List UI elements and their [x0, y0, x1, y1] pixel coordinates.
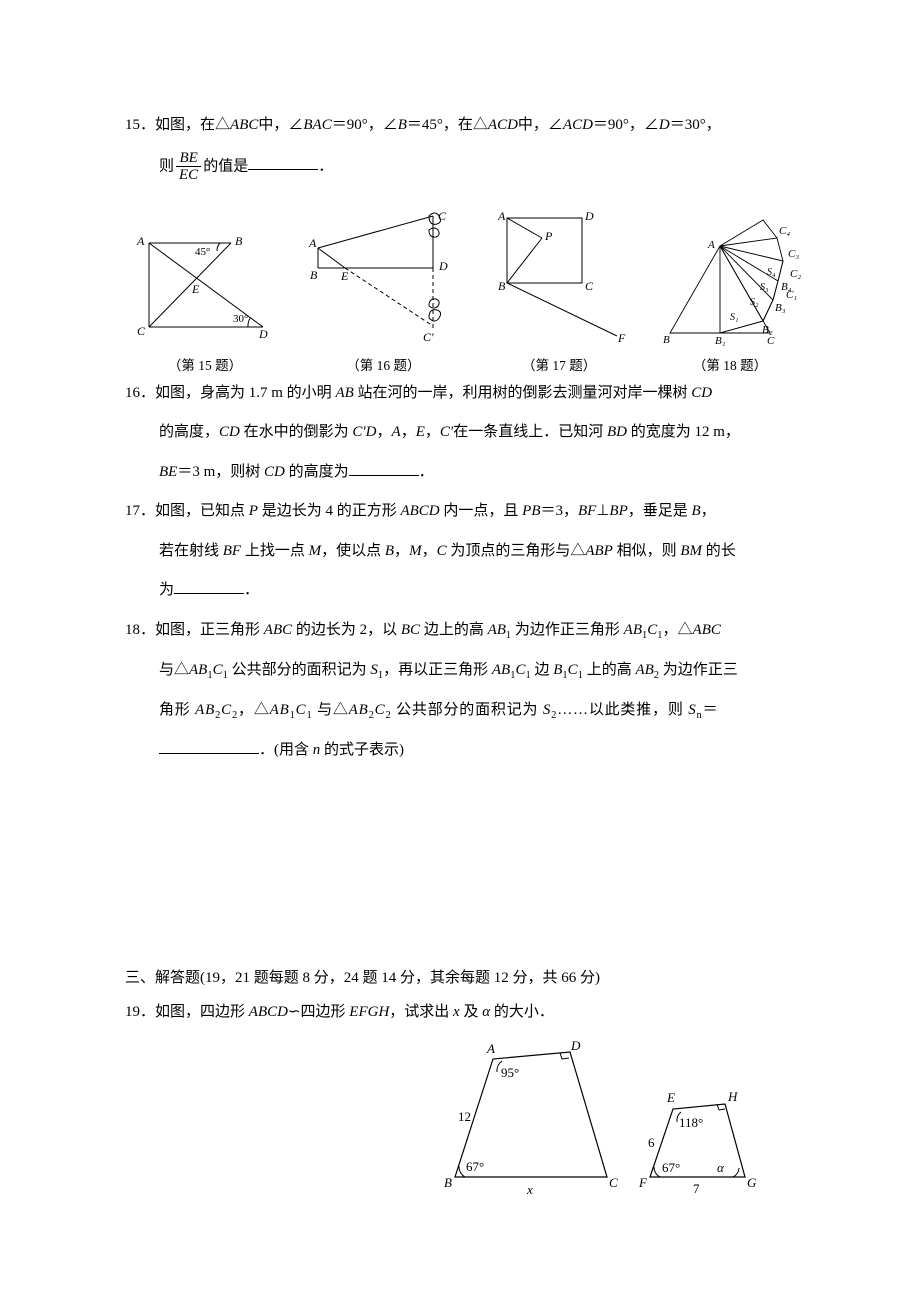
q17-l3: 为． [125, 575, 805, 607]
svg-text:C₂: C₂ [790, 268, 801, 280]
fig18: A B C B₁ B₂ B₃ B₄ C₁ C₂ C₃ C₄ S₁ S₂ S₃ S… [655, 198, 805, 374]
section-3-head: 三、解答题(19，21 题每题 8 分，24 题 14 分，其余每题 12 分，… [125, 966, 805, 987]
svg-text:67°: 67° [662, 1160, 680, 1175]
svg-text:C₃: C₃ [788, 248, 799, 260]
q18-l4: ．(用含 n 的式子表示) [125, 735, 805, 767]
fig17-cap: （第 17 题） [522, 354, 596, 374]
fig18-cap: （第 18 题） [693, 354, 767, 374]
svg-text:S₃: S₃ [760, 282, 769, 293]
svg-text:B₂: B₂ [762, 324, 773, 336]
fig16-svg: A B C D E C′ [303, 208, 463, 348]
svg-text:C₄: C₄ [779, 225, 790, 237]
svg-text:6: 6 [648, 1135, 655, 1150]
svg-text:D: D [570, 1039, 581, 1053]
q18-l2: 与△AB1C1 公共部分的面积记为 S1，再以正三角形 AB1C1 边 B1C1… [125, 655, 805, 687]
q16-blank [349, 460, 419, 476]
svg-text:C: C [438, 209, 447, 223]
svg-text:D: D [258, 327, 268, 341]
svg-text:C: C [137, 324, 146, 338]
q17-l2: 若在射线 BF 上找一点 M，使以点 B，M，C 为顶点的三角形与△ABP 相似… [125, 536, 805, 568]
q19-figure: A B C D 95° 67° 12 x E [435, 1039, 805, 1199]
q18-blank [159, 738, 259, 754]
q18-num: 18． [125, 622, 155, 638]
q16-num: 16． [125, 385, 155, 401]
figure-row: A B C D E 45° 30° （第 15 题） [135, 198, 805, 374]
svg-text:45°: 45° [195, 246, 210, 258]
svg-text:B₃: B₃ [775, 302, 786, 314]
fig15-svg: A B C D E 45° 30° [135, 223, 275, 348]
q17: 17．如图，已知点 P 是边长为 4 的正方形 ABCD 内一点，且 PB＝3，… [125, 496, 805, 528]
svg-text:x: x [526, 1182, 533, 1197]
svg-text:E: E [191, 282, 200, 296]
q19-num: 19． [125, 1004, 155, 1020]
svg-text:S₄: S₄ [767, 267, 776, 278]
svg-text:F: F [617, 331, 626, 345]
fig15: A B C D E 45° 30° （第 15 题） [135, 223, 275, 374]
fig16-cap: （第 16 题） [346, 354, 420, 374]
q19: 19．如图，四边形 ABCD∽四边形 EFGH，试求出 x 及 α 的大小． [125, 997, 805, 1029]
q18: 18．如图，正三角形 ABC 的边长为 2，以 BC 边上的高 AB1 为边作正… [125, 615, 805, 647]
fig16: A B C D E C′ （第 16 题） [303, 208, 463, 374]
svg-text:α: α [717, 1160, 725, 1175]
q18-l3: 角形 AB2C2，△AB1C1 与△AB2C2 公共部分的面积记为 S2……以此… [125, 695, 805, 727]
svg-text:E: E [340, 269, 349, 283]
q15-blank [248, 154, 318, 170]
svg-text:67°: 67° [466, 1159, 484, 1174]
q17-num: 17． [125, 503, 155, 519]
fig17: A D B C P F （第 17 题） [492, 208, 627, 374]
svg-text:A: A [136, 234, 145, 248]
svg-text:C: C [585, 279, 594, 293]
svg-text:95°: 95° [501, 1065, 519, 1080]
svg-text:B₁: B₁ [715, 335, 726, 347]
svg-text:S₂: S₂ [750, 297, 759, 308]
svg-text:C′: C′ [423, 330, 434, 344]
svg-text:A: A [707, 239, 715, 251]
q15-num: 15． [125, 117, 155, 133]
svg-text:A: A [497, 209, 506, 223]
svg-text:12: 12 [458, 1109, 471, 1124]
svg-text:B: B [310, 268, 318, 282]
svg-text:B: B [235, 234, 243, 248]
svg-text:C: C [609, 1175, 618, 1190]
fig18-svg: A B C B₁ B₂ B₃ B₄ C₁ C₂ C₃ C₄ S₁ S₂ S₃ S… [655, 198, 805, 348]
svg-text:D: D [438, 259, 448, 273]
svg-text:P: P [544, 229, 553, 243]
svg-text:B: B [498, 279, 506, 293]
svg-text:118°: 118° [679, 1115, 703, 1130]
q17-blank [174, 578, 244, 594]
svg-text:H: H [727, 1089, 738, 1104]
svg-text:A: A [308, 236, 317, 250]
svg-text:G: G [747, 1175, 757, 1190]
svg-text:B: B [444, 1175, 452, 1190]
q16: 16．如图，身高为 1.7 m 的小明 AB 站在河的一岸，利用树的倒影去测量河… [125, 378, 805, 410]
svg-text:C₁: C₁ [786, 289, 797, 301]
frac-be-ec: BEEC [176, 150, 201, 184]
svg-text:S₁: S₁ [730, 312, 738, 323]
fig17-svg: A D B C P F [492, 208, 627, 348]
fig15-cap: （第 15 题） [168, 354, 242, 374]
q15-line2: 则BEEC的值是． [125, 150, 805, 184]
q16-l3: BE＝3 m，则树 CD 的高度为． [125, 457, 805, 489]
q16-l2: 的高度，CD 在水中的倒影为 C′D，A，E，C′在一条直线上．已知河 BD 的… [125, 417, 805, 449]
svg-text:B: B [663, 334, 670, 346]
svg-text:D: D [584, 209, 594, 223]
svg-text:30°: 30° [233, 313, 248, 325]
svg-text:F: F [638, 1175, 648, 1190]
q15-line1: 15．如图，在△ABC中，∠BAC＝90°，∠B＝45°，在△ACD中，∠ACD… [125, 110, 805, 142]
svg-text:7: 7 [693, 1181, 700, 1196]
svg-text:E: E [666, 1090, 675, 1105]
q19-svg: A B C D 95° 67° 12 x E [435, 1039, 775, 1199]
svg-text:A: A [486, 1041, 495, 1056]
svg-text:C: C [767, 335, 775, 347]
